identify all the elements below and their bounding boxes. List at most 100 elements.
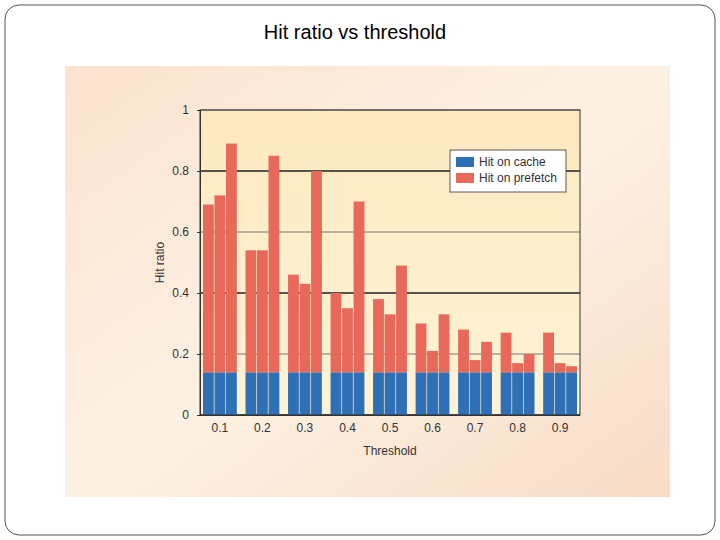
legend-label: Hit on prefetch	[479, 171, 557, 185]
y-axis: 0 0.2 0.4 0.6 0.8 1	[172, 103, 200, 422]
bar-series	[203, 372, 577, 415]
bar	[396, 372, 407, 415]
x-tick: 0.5	[382, 421, 399, 435]
legend-swatch	[456, 157, 474, 167]
bar	[501, 333, 512, 373]
bar	[385, 314, 396, 372]
x-axis-line	[200, 415, 580, 416]
bar	[300, 372, 311, 415]
x-tick: 0.2	[254, 421, 271, 435]
y-tick-mark	[197, 293, 200, 294]
y-axis-title: Hit ratio	[153, 242, 167, 284]
bar	[416, 372, 427, 415]
y-tick-label: 0.4	[172, 286, 189, 300]
bar	[311, 372, 322, 415]
bar	[331, 293, 342, 372]
bar	[458, 372, 469, 415]
x-tick-label: 0.2	[254, 421, 271, 435]
y-tick-label: 1	[182, 103, 189, 117]
x-axis: 0.1 0.2 0.3 0.4 0.5 0.6 0.7 0.8 0.9	[200, 416, 580, 435]
bar	[470, 360, 481, 372]
bar	[203, 205, 214, 373]
bar	[385, 372, 396, 415]
y-tick: 0.2	[172, 347, 200, 361]
bar	[354, 202, 365, 373]
x-tick: 0.7	[467, 421, 484, 435]
x-tick: 0.1	[212, 421, 229, 435]
bar	[269, 156, 280, 373]
bar	[331, 372, 342, 415]
grid	[200, 110, 580, 415]
x-tick-label: 0.6	[424, 421, 441, 435]
plot-area	[200, 110, 580, 415]
legend-entry: Hit on cache	[456, 155, 546, 169]
x-tick-label: 0.5	[382, 421, 399, 435]
y-tick: 0.8	[172, 164, 200, 178]
y-axis-line	[200, 111, 201, 416]
bar	[512, 372, 523, 415]
bar	[566, 372, 577, 415]
y-tick-label: 0.2	[172, 347, 189, 361]
bar	[342, 308, 353, 372]
title: Hit ratio vs threshold	[264, 21, 446, 43]
y-tick-mark	[197, 354, 200, 355]
bar	[470, 372, 481, 415]
bar	[203, 372, 214, 415]
bar	[311, 171, 322, 372]
bar	[501, 372, 512, 415]
legend-box	[450, 150, 566, 192]
bar	[226, 372, 237, 415]
panel	[65, 66, 670, 497]
slide: Hit ratio vs threshold00.20.40.60.810.10…	[0, 0, 720, 540]
bar	[543, 372, 554, 415]
x-tick: 0.6	[424, 421, 441, 435]
bar	[439, 314, 450, 372]
x-tick-label: 0.3	[297, 421, 314, 435]
bar	[439, 372, 450, 415]
bar	[226, 144, 237, 373]
bar	[481, 372, 492, 415]
legend-entry: Hit on prefetch	[456, 171, 557, 185]
bar	[427, 372, 438, 415]
bar	[288, 372, 299, 415]
y-tick-label: 0	[182, 408, 189, 422]
bar	[555, 363, 566, 372]
legend-label: Hit on cache	[479, 155, 546, 169]
y-tick: 0	[182, 408, 200, 422]
bar	[354, 372, 365, 415]
bar	[246, 372, 257, 415]
x-tick-label: 0.9	[552, 421, 569, 435]
y-tick: 0.6	[172, 225, 200, 239]
x-tick-label: 0.1	[212, 421, 229, 435]
bar	[342, 372, 353, 415]
x-tick: 0.3	[297, 421, 314, 435]
y-tick-label: 0.8	[172, 164, 189, 178]
bar	[215, 372, 226, 415]
slide-frame	[5, 5, 715, 535]
x-tick-label: 0.8	[509, 421, 526, 435]
bar	[481, 342, 492, 373]
y-tick-mark	[197, 232, 200, 233]
bar	[257, 250, 268, 372]
bar	[396, 266, 407, 373]
x-axis-title: Threshold	[363, 444, 416, 458]
y-tick-label: 0.6	[172, 225, 189, 239]
bar	[427, 351, 438, 372]
bar	[288, 275, 299, 373]
y-tick-mark	[197, 415, 200, 416]
bar	[373, 372, 384, 415]
bar	[524, 354, 535, 372]
bar	[300, 284, 311, 372]
y-tick-mark	[197, 110, 200, 111]
bar	[246, 250, 257, 372]
legend-swatch	[456, 173, 474, 183]
bar	[416, 324, 427, 373]
grid-line	[200, 292, 580, 293]
x-tick: 0.4	[339, 421, 356, 435]
bar-series	[203, 144, 577, 373]
bar	[512, 363, 523, 372]
bar	[257, 372, 268, 415]
y-tick-mark	[197, 171, 200, 172]
x-tick: 0.8	[509, 421, 526, 435]
bar	[566, 366, 577, 372]
